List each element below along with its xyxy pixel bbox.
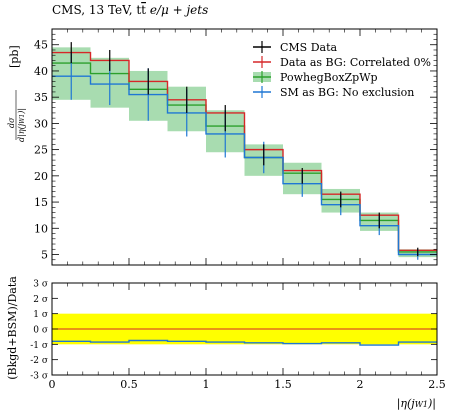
main-plot: 5 10 15 20 25 30 35 40 45 [34,28,438,266]
legend-label: SM as BG: No exclusion [280,86,414,99]
legend-label: Data as BG: Correlated 0% [280,56,431,69]
y-tick-label: 5 [41,249,48,262]
x-tick-label: 0 [49,378,56,391]
ratio-y-tick-label: -3 σ [30,372,48,382]
x-axis-label: |η(jW1)| [397,397,436,411]
ratio-line [52,339,437,346]
y-axis-denominator: d|η(jW1)| [17,108,26,142]
legend-label: PowhegBoxZpWp [280,71,378,84]
sm-as-bg-line [52,75,437,256]
x-tick-label: 2 [357,378,364,391]
x-tick-label: 1 [203,378,210,391]
legend-label: CMS Data [280,41,338,54]
y-tick-label: 35 [34,91,48,104]
y-axis-label: [pb] dσ d|η(jW1)| [7,45,26,142]
x-tick-label: 2.5 [428,378,446,391]
y-tick-label: 45 [34,39,48,52]
title-post: e/μ + jets [146,3,208,17]
ratio-y-tick-label: 1 σ [33,310,48,320]
ratio-y-axis-label: (Bkgd+BSM)/Data [6,276,19,380]
y-tick-label: 30 [34,117,48,130]
legend: CMS Data Data as BG: Correlated 0% PowhegB… [253,41,431,99]
y-tick-label: 20 [34,170,48,183]
y-tick-label: 25 [34,144,48,157]
ratio-y-tick-label: 0 σ [33,326,48,336]
ratio-plot: 0 0.5 1 1.5 2 2.5 3 σ 2 σ 1 σ 0 σ -1 σ -2 σ -3 σ [30,280,446,392]
main-frame [51,28,438,266]
title-pre: CMS, 13 TeV, t [52,3,141,17]
y-tick-label: 15 [34,196,48,209]
y-axis-unit: [pb] [8,45,21,68]
y-tick-label: 10 [34,222,48,235]
ratio-y-tick-label: -1 σ [30,341,48,351]
x-tick-label: 1.5 [274,378,292,391]
title-tbar: t [141,3,146,17]
x-tick-label: 0.5 [120,378,138,391]
ratio-y-tick-label: 2 σ [33,295,48,305]
y-axis-numerator: dσ [7,117,16,128]
y-tick-label: 40 [34,65,48,78]
ratio-y-tick-label: -2 σ [30,356,48,366]
chart-title: CMS, 13 TeV, tt e/μ + jets [52,3,208,17]
ratio-y-tick-label: 3 σ [33,280,48,290]
